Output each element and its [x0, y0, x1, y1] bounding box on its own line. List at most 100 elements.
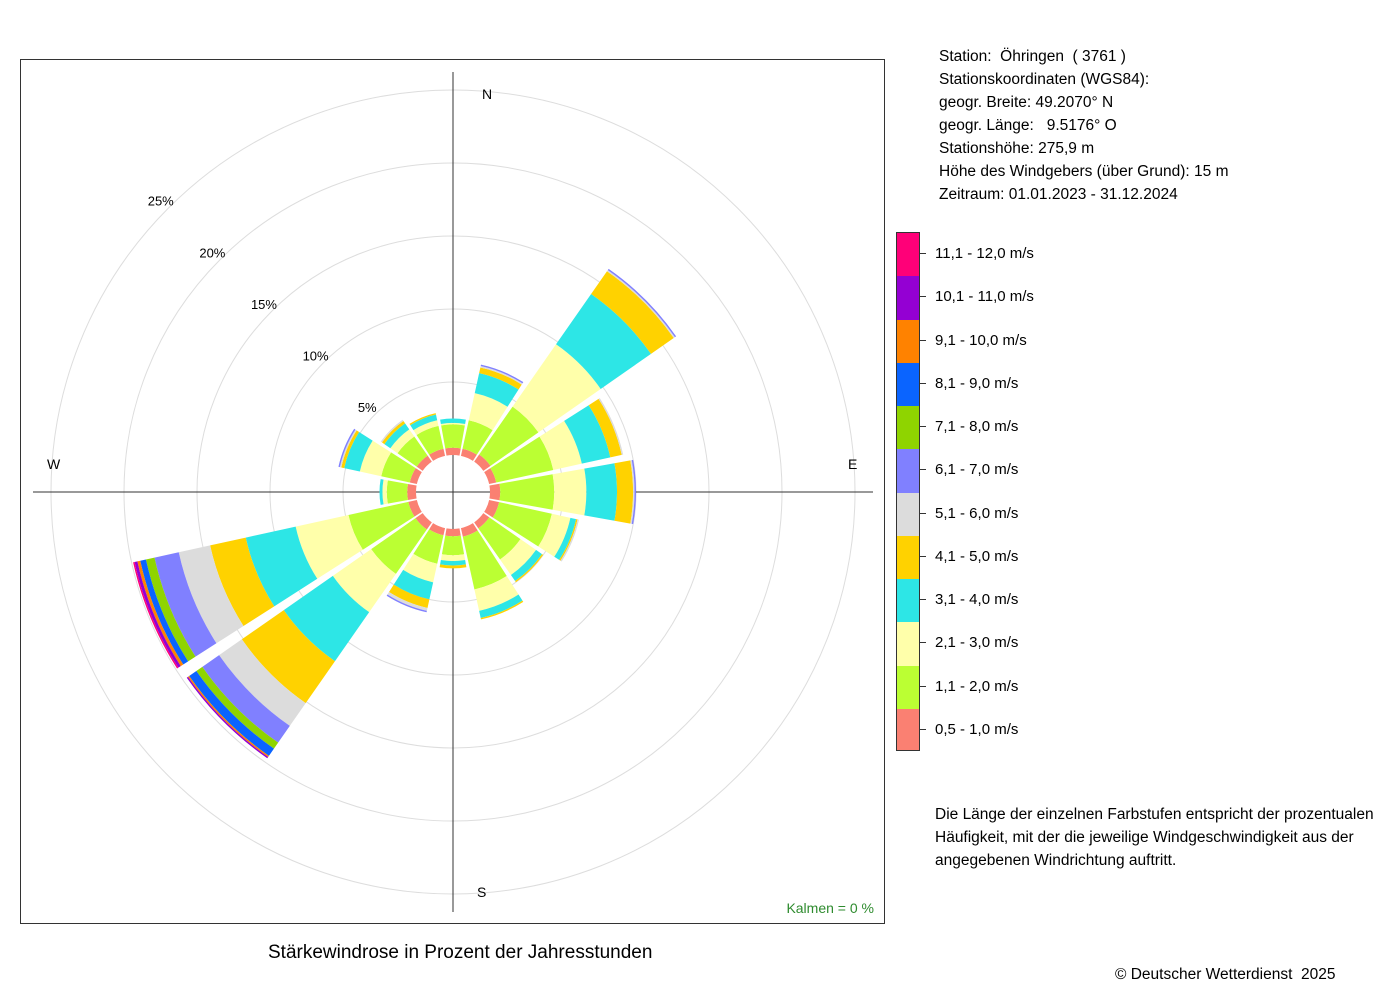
- sector-s-class-1: [445, 528, 461, 537]
- sector-wnw-class-6: [339, 429, 357, 468]
- sector-ene-class-2: [490, 436, 554, 483]
- sector-nw-class-3: [390, 429, 415, 454]
- sector-n-class-4: [440, 418, 466, 424]
- sector-ne-class-4: [556, 294, 651, 389]
- sector-e-class-4: [584, 463, 618, 521]
- legend-swatch: [897, 492, 919, 536]
- sector-wsw-class-7: [154, 552, 217, 657]
- sector-nnw-class-2: [416, 425, 444, 455]
- sector-ssw-class-7: [386, 594, 427, 613]
- sector-ese-class-3: [538, 513, 571, 557]
- sector-ssw-class-2: [413, 529, 444, 564]
- legend-swatch: [897, 665, 919, 709]
- sector-nw-class-6: [380, 419, 404, 443]
- legend-tick: [920, 599, 926, 601]
- sector-nne-class-4: [474, 373, 519, 407]
- legend-item: 0,5 - 1,0 m/s: [920, 708, 1120, 751]
- sector-sse-class-1: [460, 523, 478, 537]
- station-elevation: Stationshöhe: 275,9 m: [939, 140, 1095, 157]
- sector-sw-class-5: [241, 610, 335, 704]
- sector-e-class-7: [631, 459, 636, 525]
- station-name: Station: Öhringen ( 3761 ): [939, 48, 1126, 65]
- legend-label: 2,1 - 3,0 m/s: [935, 634, 1019, 652]
- legend-label: 6,1 - 7,0 m/s: [935, 461, 1019, 479]
- legend-label: 9,1 - 10,0 m/s: [935, 331, 1027, 349]
- compass-label-n: N: [482, 86, 492, 102]
- legend-swatch: [897, 233, 919, 277]
- copyright: © Deutscher Wetterdienst 2025: [1115, 966, 1336, 983]
- compass-axes: [33, 72, 873, 912]
- legend-swatch: [897, 708, 919, 750]
- sector-wnw-class-5: [341, 430, 360, 469]
- sector-s-class-3: [440, 554, 466, 562]
- sector-ne-class-5: [591, 271, 674, 354]
- legend-item: 4,1 - 5,0 m/s: [920, 535, 1120, 578]
- sector-nw-class-2: [397, 436, 428, 467]
- legend-tick: [920, 728, 926, 730]
- sector-nw-class-1: [416, 455, 432, 471]
- sector-nnw-class-5: [409, 413, 436, 426]
- sector-sw-class-4: [283, 575, 370, 662]
- radial-tick-label: 20%: [199, 245, 225, 260]
- sector-sse-class-5: [480, 600, 524, 620]
- sector-nne-class-3: [468, 393, 508, 431]
- legend-tick: [920, 642, 926, 644]
- sector-sse-class-4: [479, 594, 523, 618]
- sector-w-class-3: [382, 479, 388, 505]
- sector-s-class-5: [439, 564, 467, 569]
- sector-ssw-class-3: [403, 553, 438, 583]
- sector-sw-class-7: [202, 655, 290, 743]
- sector-e-class-5: [614, 460, 634, 524]
- legend-tick: [920, 469, 926, 471]
- radial-tick-labels: 5% 10% 15% 20% 25%: [148, 194, 377, 415]
- sector-ese-class-1: [484, 499, 500, 518]
- sector-w-class-1: [407, 483, 417, 501]
- sector-e-class-3: [552, 468, 587, 516]
- legend-label: 8,1 - 9,0 m/s: [935, 374, 1019, 392]
- sector-n-class-3: [440, 422, 466, 426]
- legend-tick: [920, 685, 926, 687]
- sector-wnw-class-1: [409, 468, 422, 485]
- sector-e-class-2: [499, 474, 555, 510]
- legend-tick: [920, 555, 926, 557]
- legend-swatch: [897, 535, 919, 579]
- sector-nne-class-1: [460, 448, 477, 461]
- sector-ene-class-5: [588, 398, 622, 458]
- sector-ene-class-3: [539, 420, 582, 470]
- sector-wnw-class-2: [381, 452, 416, 483]
- legend-item: 5,1 - 6,0 m/s: [920, 492, 1120, 535]
- legend-label: 5,1 - 6,0 m/s: [935, 504, 1019, 522]
- sector-sw-class-3: [332, 549, 396, 613]
- legend-item: 8,1 - 9,0 m/s: [920, 362, 1120, 405]
- legend-tick: [920, 296, 926, 298]
- legend-label: 3,1 - 4,0 m/s: [935, 591, 1019, 609]
- sensor-height: Höhe des Windgebers (über Grund): 15 m: [939, 163, 1229, 180]
- legend-item: 7,1 - 8,0 m/s: [920, 405, 1120, 448]
- sector-ne-class-1: [474, 454, 491, 471]
- sector-w-class-2: [386, 480, 408, 504]
- sector-ese-class-5: [559, 519, 578, 561]
- sector-e-class-6: [630, 460, 635, 524]
- sector-ne-class-3: [512, 344, 601, 433]
- legend-label: 1,1 - 2,0 m/s: [935, 677, 1019, 695]
- sector-wnw-class-3: [359, 440, 392, 477]
- legend-swatch: [897, 362, 919, 406]
- explanation-note: Die Länge der einzelnen Farbstufen entsp…: [935, 806, 1374, 869]
- sector-nw-class-4: [384, 423, 410, 449]
- legend-tick: [920, 426, 926, 428]
- sector-ese-class-6: [560, 519, 579, 562]
- legend-item: 6,1 - 7,0 m/s: [920, 448, 1120, 491]
- legend-label: 4,1 - 5,0 m/s: [935, 547, 1019, 565]
- legend-tick: [920, 382, 926, 384]
- legend-item: 2,1 - 3,0 m/s: [920, 621, 1120, 664]
- wind-sectors: [133, 268, 677, 759]
- sector-se-class-4: [510, 549, 543, 582]
- radial-tick-label: 15%: [251, 297, 277, 312]
- sector-nne-class-5: [479, 367, 522, 390]
- sector-ene-class-6: [598, 398, 624, 455]
- radial-tick-label: 5%: [358, 400, 377, 415]
- legend-item: 11,1 - 12,0 m/s: [920, 232, 1120, 275]
- sector-wsw-class-6: [178, 545, 244, 644]
- legend-swatch: [897, 449, 919, 493]
